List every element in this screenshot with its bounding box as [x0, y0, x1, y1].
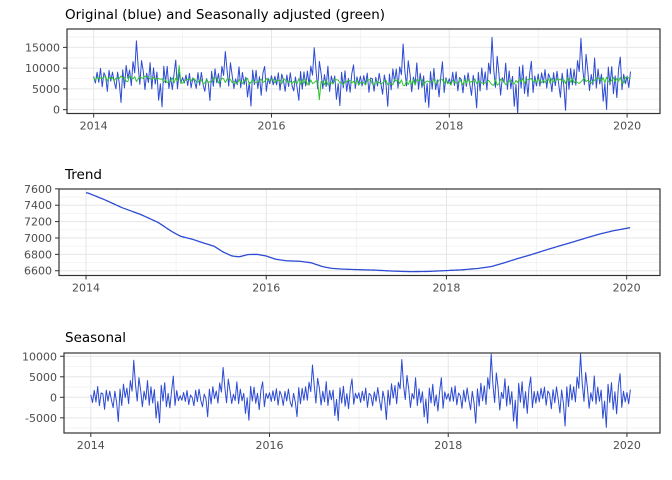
chart-canvas-original: 0 5000 10000 15000 2014 2016 2018 2020: [25, 28, 661, 133]
axes: 0 5000 10000 15000 2014 2016 2018 2020: [25, 41, 641, 132]
chart-seasonal: Seasonal -5000 0 5000 10000 2014 2016 2018 2020: [0, 320, 672, 480]
chart-original-vs-adjusted: Original (blue) and Seasonally adjusted …: [0, 0, 672, 160]
x-axis-tick-label: 2020: [613, 120, 641, 133]
x-axis-tick-label: 2018: [432, 282, 460, 295]
series-group: [86, 192, 631, 273]
x-axis-tick-label: 2018: [435, 120, 463, 133]
series-line-seasonal: [90, 353, 631, 429]
y-axis-tick-label: -5000: [25, 412, 57, 425]
y-axis-tick-label: 0: [53, 104, 60, 117]
gridlines-minor: [64, 353, 660, 433]
y-axis-tick-label: 7600: [24, 183, 52, 196]
x-axis-tick-label: 2014: [77, 439, 105, 452]
y-axis-tick-label: 7200: [24, 216, 52, 229]
x-axis-tick-label: 2020: [613, 439, 641, 452]
x-axis-tick-label: 2016: [256, 439, 284, 452]
series-group: [90, 353, 631, 429]
series-group: [93, 36, 632, 114]
y-axis-tick-label: 5000: [29, 371, 57, 384]
panel-border: [58, 188, 661, 277]
x-axis-tick-label: 2014: [80, 120, 108, 133]
y-axis-tick-label: 0: [50, 391, 57, 404]
panel-background: [59, 189, 660, 276]
chart-canvas-seasonal: -5000 0 5000 10000 2014 2016 2018 2020: [22, 350, 661, 452]
y-axis-tick-label: 5000: [32, 83, 60, 96]
y-axis-tick-label: 7000: [24, 232, 52, 245]
chart-title-original: Original (blue) and Seasonally adjusted …: [65, 7, 386, 23]
y-axis-tick-label: 10000: [25, 62, 60, 75]
chart-canvas-trend: 6600 6800 7000 7200 7400 7600 2014 2016 2018 2020: [24, 183, 661, 295]
y-axis-tick-label: 10000: [22, 350, 57, 363]
y-axis-tick-label: 15000: [25, 41, 60, 54]
x-axis-tick-label: 2016: [252, 282, 280, 295]
x-axis-tick-label: 2016: [257, 120, 285, 133]
chart-title-seasonal: Seasonal: [65, 330, 127, 346]
axes: -5000 0 5000 10000 2014 2016 2018 2020: [22, 350, 641, 452]
chart-title-trend: Trend: [65, 167, 102, 183]
y-axis-tick-label: 6600: [24, 265, 52, 278]
axes: 6600 6800 7000 7200 7400 7600 2014 2016 2018 2020: [24, 183, 641, 295]
x-axis-tick-label: 2018: [434, 439, 462, 452]
y-axis-tick-label: 6800: [24, 248, 52, 261]
x-axis-tick-label: 2020: [613, 282, 641, 295]
panel-border: [63, 352, 661, 434]
series-line-trend: [86, 192, 631, 273]
panel-border: [66, 28, 661, 115]
chart-trend: Trend 6600 6800 7000 7200 7400 7600 2014 2016 20…: [0, 160, 672, 320]
series-line-seasonally-adjusted: [93, 65, 631, 101]
y-axis-tick-label: 7400: [24, 199, 52, 212]
series-line-original: [93, 36, 632, 114]
x-axis-tick-label: 2014: [72, 282, 100, 295]
